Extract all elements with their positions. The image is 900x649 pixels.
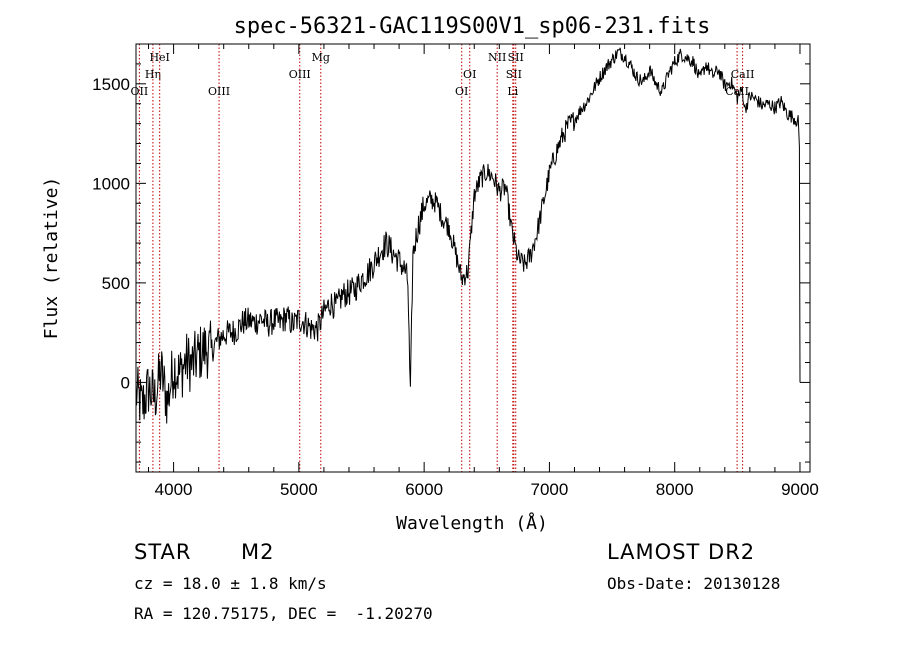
- spectral-line-label: HeI: [149, 51, 169, 64]
- spectral-line-label: OIII: [208, 85, 230, 98]
- spectral-line-label: SII: [506, 68, 522, 81]
- series-layer: [135, 47, 801, 424]
- spectral-line-label: OIII: [289, 68, 311, 81]
- survey-name: LAMOST DR2: [607, 540, 756, 564]
- spectral-line-label: Hη: [145, 68, 161, 81]
- sky-coordinates: RA = 120.75175, DEC = -1.20270: [134, 604, 433, 623]
- redshift-velocity: cz = 18.0 ± 1.8 km/s: [134, 574, 327, 593]
- x-tick-label: 6000: [405, 480, 443, 499]
- x-axis-label: Wavelength (Å): [396, 512, 548, 534]
- x-tick-label: 4000: [155, 480, 193, 499]
- x-tick-label: 8000: [656, 480, 694, 499]
- spectral-line-label: Li: [507, 85, 518, 98]
- object-subclass: M2: [241, 540, 275, 564]
- y-tick-label: 500: [102, 274, 130, 293]
- spectral-line-label: NII: [488, 51, 506, 64]
- x-tick-label: 5000: [280, 480, 318, 499]
- chart-title: spec-56321-GAC119S00V1_sp06-231.fits: [234, 14, 711, 39]
- x-tick-label: 9000: [781, 480, 819, 499]
- spectral-line-label: SII: [508, 51, 524, 64]
- plot-frame: [135, 43, 811, 473]
- spectral-line-label: OII: [131, 85, 149, 98]
- series-line-flux: [135, 47, 801, 424]
- y-axis-label: Flux (relative): [41, 177, 62, 340]
- observation-date: Obs-Date: 20130128: [607, 574, 781, 593]
- spectral-line-label: OI: [455, 85, 468, 98]
- y-tick-label: 0: [121, 373, 130, 392]
- spectral-line-label: Mg: [312, 51, 330, 64]
- object-class: STAR: [134, 540, 192, 564]
- axes-layer: 4000 5000 6000 7000 8000 9000 0 500 1000 1500: [92, 43, 819, 499]
- x-tick-label: 7000: [531, 480, 569, 499]
- spectral-line-label: CaII: [731, 68, 755, 81]
- y-tick-label: 1500: [92, 75, 130, 94]
- spectral-line-label: OI: [463, 68, 476, 81]
- y-tick-label: 1000: [92, 174, 130, 193]
